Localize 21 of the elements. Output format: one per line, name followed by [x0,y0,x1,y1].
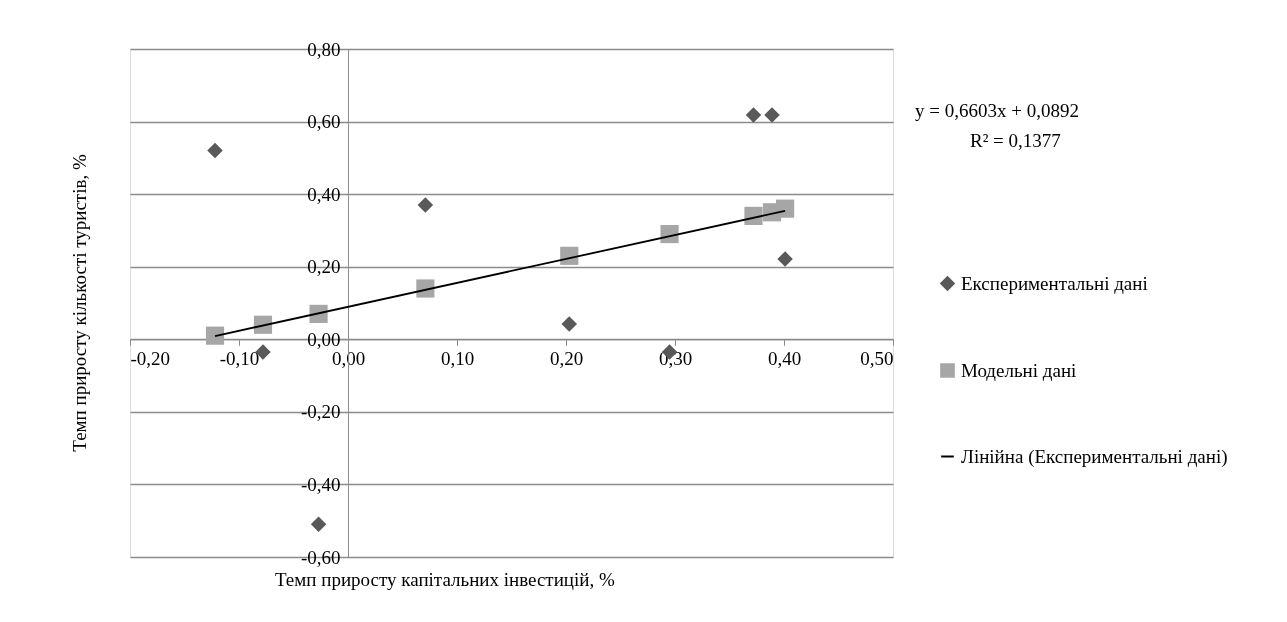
y-tick-label: 0,60 [307,111,341,133]
y-tick-label: -0,40 [300,473,341,495]
x-tick-label: -0,20 [130,347,171,369]
x-tick-label: 0,10 [440,347,475,369]
x-tick-label: 0,50 [860,347,894,369]
y-tick-label: 0,80 [307,38,341,60]
text: R² = 0,1377 [970,130,1061,151]
y-axis-title: Темп приросту кількості туристів, % [69,154,90,452]
y-tick-label: 0,00 [307,328,341,350]
text: y = 0,6603x + 0,0892 [915,100,1079,121]
y-tick-label: 0,20 [307,256,341,278]
x-tick-label: 0,20 [549,347,584,369]
legend-label: Експериментальні дані [961,272,1148,294]
y-tick-label: -0,20 [300,401,341,423]
x-tick-label: 0,40 [767,347,802,369]
x-axis-title: Темп приросту капітальних інвестицій, % [274,569,615,590]
legend-label: Лінійна (Експериментальні дані) [961,445,1228,468]
y-tick-label: -0,60 [300,546,341,568]
legend-label: Модельні дані [961,359,1077,381]
y-tick-label: 0,40 [307,183,341,205]
x-tick-label: -0,10 [219,347,260,369]
